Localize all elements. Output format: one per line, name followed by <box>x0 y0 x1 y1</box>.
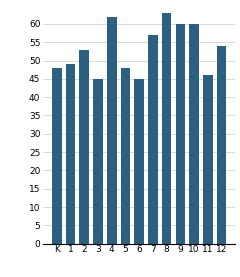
Bar <box>121 68 130 244</box>
Bar <box>134 79 144 244</box>
Bar <box>189 24 199 244</box>
Bar <box>176 24 185 244</box>
Bar <box>162 13 172 244</box>
Bar <box>148 35 158 244</box>
Bar <box>203 75 213 244</box>
Bar <box>107 17 117 244</box>
Bar <box>79 50 89 244</box>
Bar <box>66 64 75 244</box>
Bar <box>52 68 61 244</box>
Bar <box>93 79 103 244</box>
Bar <box>217 46 227 244</box>
